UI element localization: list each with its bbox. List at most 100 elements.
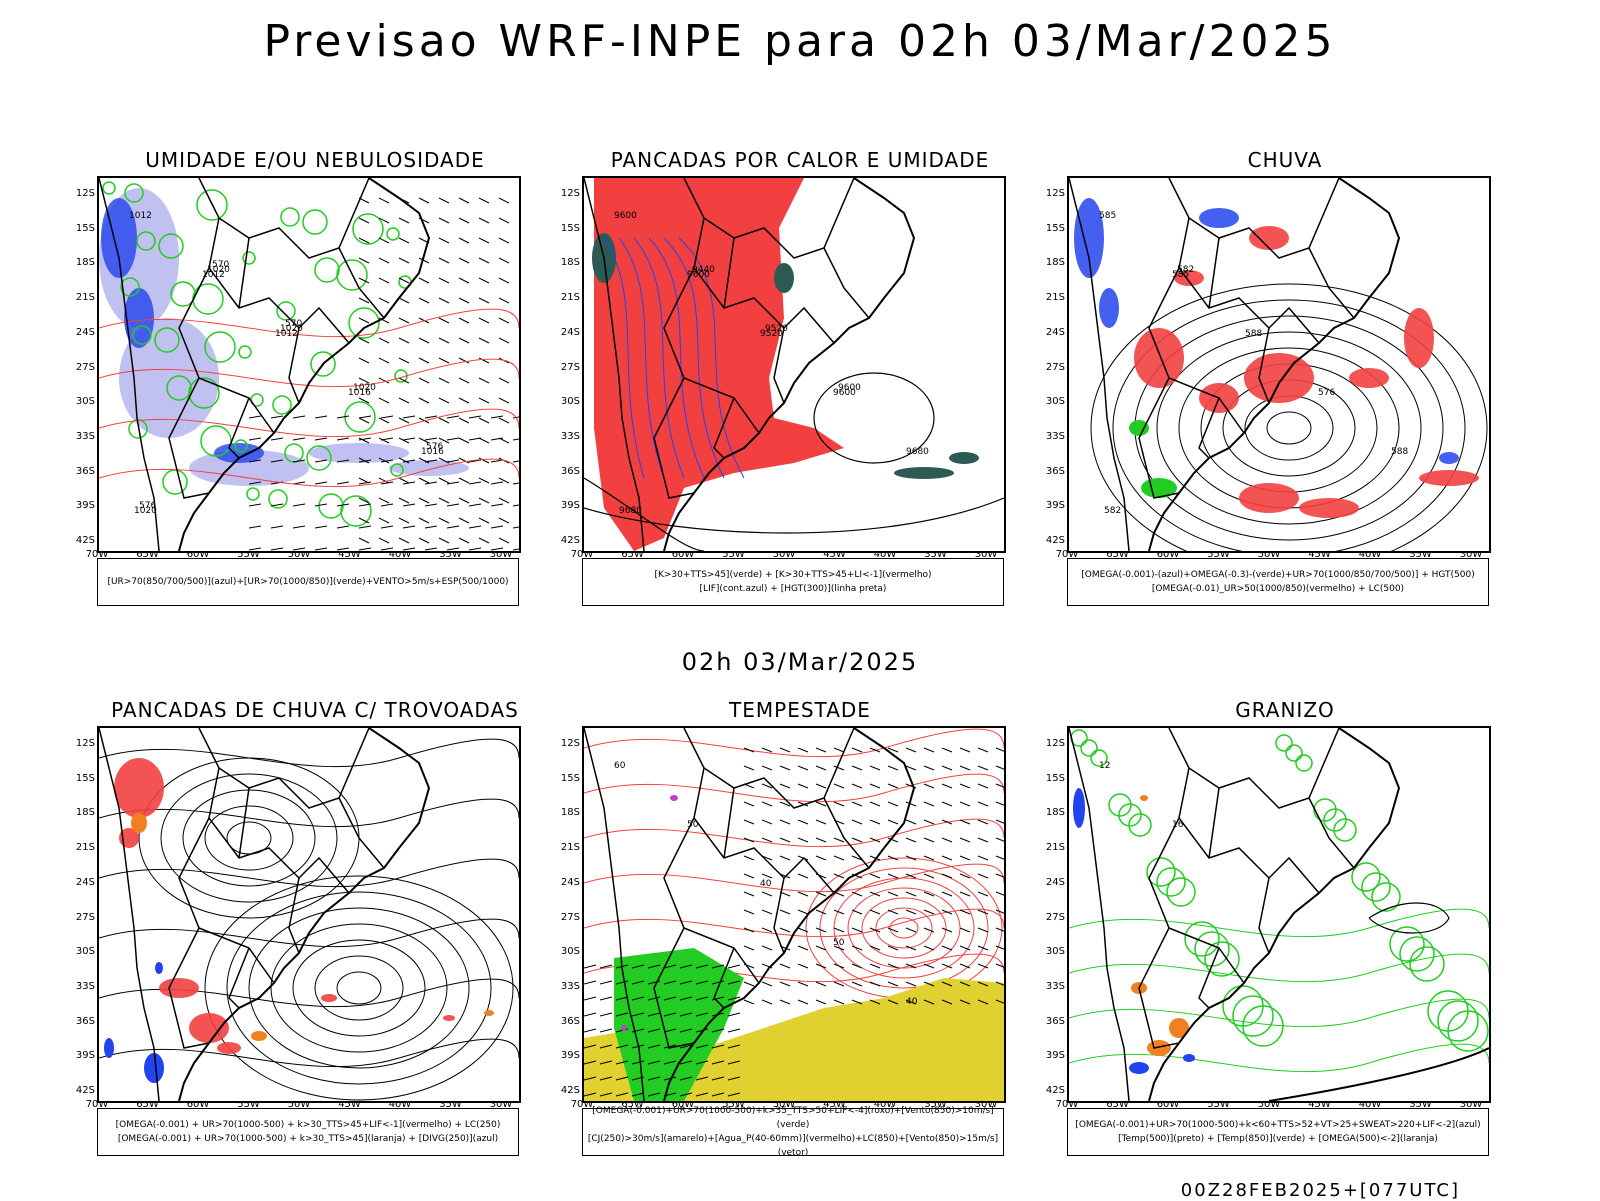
- temp850-contour: [1069, 998, 1489, 1028]
- wind-vector: [977, 855, 989, 861]
- wind-vector: [695, 996, 709, 1001]
- wind-vector: [977, 837, 989, 843]
- wind-vector: [358, 457, 370, 464]
- temp850-contour: [1146, 857, 1176, 887]
- map-panel: CHUVA 12S 15S 18S 21S 24S 27S 30S 33S 36S 39S 42S 70…: [1035, 148, 1535, 618]
- wind-vector: [977, 783, 989, 789]
- wind-vector: [647, 1028, 661, 1033]
- lifted-index-contour: [633, 237, 685, 479]
- wind-vector: [869, 873, 881, 879]
- contour-label: 1012: [202, 270, 225, 280]
- lc250-streamline: [204, 805, 294, 871]
- map-area: 1012 1012 1012 1016 1016 1020 1020 1020 1020 576 5…: [97, 176, 521, 553]
- contour-label: 9600: [838, 383, 861, 393]
- wind-vector: [779, 765, 791, 771]
- wind-vector: [663, 1076, 677, 1081]
- wind-vector: [977, 963, 989, 969]
- latitude-label: 39S: [560, 500, 580, 512]
- wind-vector: [358, 277, 370, 284]
- wind-vector: [599, 996, 613, 1001]
- wind-vector: [959, 819, 971, 825]
- wind-vector: [292, 459, 306, 463]
- wind-vector: [458, 377, 470, 384]
- wind-vector: [679, 996, 693, 1001]
- wind-vector: [398, 437, 410, 444]
- wind-vector: [314, 503, 328, 507]
- legend-line: [K>30+TTS>45](verde) + [K>30+TTS>45+LI<-…: [654, 570, 932, 580]
- latitude-label: 24S: [560, 876, 580, 888]
- wind-vector: [498, 417, 510, 424]
- wind-vector: [418, 197, 430, 204]
- longitude-label: 35W: [1409, 549, 1432, 560]
- divergence-area: [155, 962, 163, 974]
- wind-vector: [905, 891, 917, 897]
- latitude-label: 18S: [560, 257, 580, 269]
- wind-vector: [418, 397, 430, 404]
- wind-vector: [478, 537, 490, 544]
- wind-vector: [815, 765, 827, 771]
- state-border: [238, 237, 250, 309]
- wind-vector: [498, 397, 510, 404]
- lc850-streamline: [819, 867, 989, 989]
- wind-vector: [941, 927, 953, 933]
- wind-vector: [851, 945, 863, 951]
- hail-area: [1073, 788, 1085, 828]
- wind-vector: [498, 317, 510, 324]
- state-border: [198, 728, 370, 809]
- latitude-label: 30S: [560, 946, 580, 958]
- wind-vector: [438, 377, 450, 384]
- wind-vector: [727, 980, 741, 985]
- wind-vector: [478, 217, 490, 224]
- wind-vector: [478, 497, 490, 504]
- wind-vector: [887, 927, 899, 933]
- humidity-low-contour: [348, 307, 380, 339]
- latitude-label: 30S: [1045, 396, 1065, 408]
- longitude-label: 45W: [338, 1099, 361, 1110]
- wind-vector: [438, 337, 450, 344]
- temp850-contour: [1069, 908, 1489, 938]
- page-title: Previsao WRF-INPE para 02h 03/Mar/2025: [263, 16, 1337, 67]
- wind-vector: [905, 747, 917, 753]
- wind-vector: [833, 999, 845, 1005]
- coastline: [663, 728, 916, 1101]
- wind-vector: [398, 497, 410, 504]
- latitude-label: 24S: [75, 876, 95, 888]
- lc250-streamline: [99, 858, 519, 888]
- wind-vector: [797, 837, 809, 843]
- coastline: [1069, 728, 1130, 1101]
- contour-label: 1020: [134, 506, 157, 516]
- map-svg: 12 16: [1069, 728, 1489, 1101]
- wind-vector: [358, 297, 370, 304]
- wind-vector: [458, 277, 470, 284]
- wind-vector: [995, 819, 1004, 824]
- wind-vector: [631, 1012, 645, 1017]
- wind-vector: [711, 1044, 725, 1049]
- longitude-label: 55W: [237, 1099, 260, 1110]
- state-border: [723, 237, 735, 309]
- humidity-mid-area: [119, 318, 219, 438]
- temp850-contour: [1313, 798, 1337, 822]
- longitude-label: 30W: [1459, 1099, 1483, 1110]
- wind-vector: [761, 945, 773, 951]
- latitude-label: 36S: [75, 465, 95, 477]
- wind-vector: [248, 503, 262, 507]
- wind-vector: [458, 517, 470, 524]
- longitude-label: 30W: [489, 1099, 513, 1110]
- contour-label: 570: [285, 319, 302, 329]
- wind-vector: [869, 747, 881, 753]
- wind-vector: [418, 497, 430, 504]
- wind-vector: [797, 999, 809, 1005]
- wind-vector: [418, 457, 430, 464]
- wind-vector: [663, 996, 677, 1001]
- wind-vector: [695, 980, 709, 985]
- wind-vector: [358, 437, 370, 444]
- temp850-contour: [1090, 749, 1108, 767]
- wind-vector: [398, 337, 410, 344]
- legend-box: [OMEGA(-0.001)-(azul)+OMEGA(-0.3)-(verde…: [1067, 558, 1489, 606]
- legend-line: [OMEGA(-0.001) + UR>70(1000-500) + k>30_…: [115, 1120, 501, 1130]
- wind-vector: [959, 891, 971, 897]
- wind-vector: [438, 297, 450, 304]
- wind-vector: [599, 1060, 613, 1065]
- contour-label: 1012: [129, 211, 152, 221]
- wind-vector: [468, 503, 482, 507]
